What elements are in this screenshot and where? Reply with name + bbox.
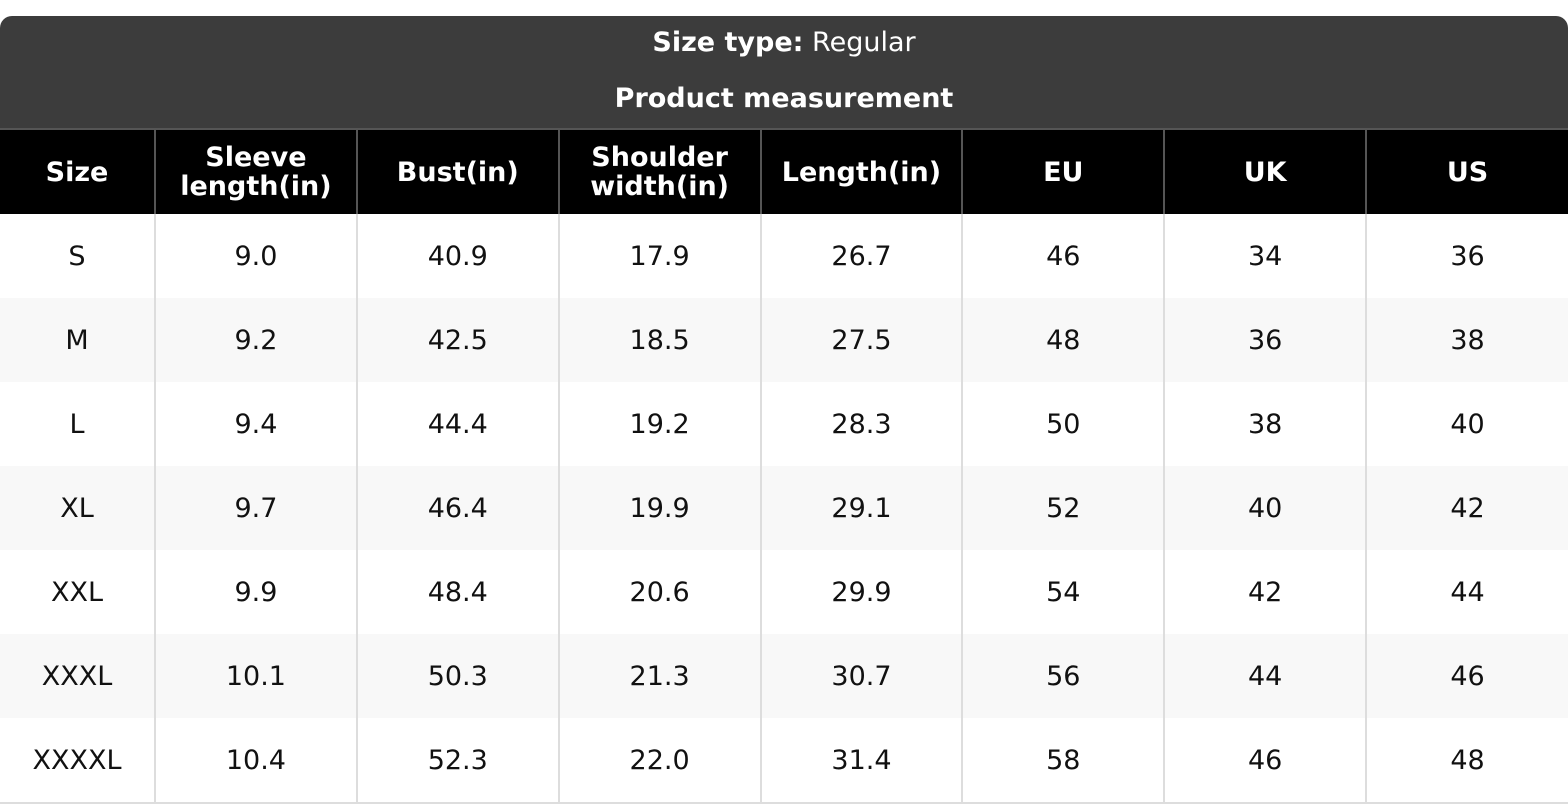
table-cell: 44 [1365, 550, 1568, 634]
table-cell: 30.7 [759, 634, 963, 718]
table-cell: 50.3 [355, 634, 559, 718]
table-cell: 17.9 [557, 214, 761, 298]
table-cell: 46 [961, 214, 1165, 298]
table-cell: 46 [1163, 718, 1367, 802]
table-cell: 31.4 [759, 718, 963, 802]
size-cell: XXXL [0, 634, 155, 718]
table-cell: 50 [961, 382, 1165, 466]
table-cell: 54 [961, 550, 1165, 634]
table-cell: 48 [1365, 718, 1568, 802]
table-row: XXL 9.9 48.4 20.6 29.9 54 42 44 [0, 550, 1568, 634]
size-cell: XXL [50, 576, 104, 608]
table-cell: 10.1 [154, 634, 357, 718]
table-cell: 40 [1365, 382, 1568, 466]
table-cell: 36 [1163, 298, 1367, 382]
size-type-value: Regular [812, 27, 916, 58]
table-cell: 38 [1365, 298, 1568, 382]
table-row: L 9.4 44.4 19.2 28.3 50 38 40 [0, 382, 1568, 466]
header: Size type: Regular Product measurement [0, 16, 1568, 130]
table-row: M 9.2 42.5 18.5 27.5 48 36 38 [0, 298, 1568, 382]
table-row: S 9.0 40.9 17.9 26.7 46 34 36 [0, 214, 1568, 298]
table-cell: 28.3 [759, 382, 963, 466]
column-header: Bust(in) [355, 130, 559, 214]
table-row: XXXXL 10.4 52.3 22.0 31.4 58 46 48 [0, 718, 1568, 802]
table-cell: 40.9 [355, 214, 559, 298]
table-row: XL 9.7 46.4 19.9 29.1 52 40 42 [0, 466, 1568, 550]
header-row: Size Sleeve length(in) Bust(in) Shoulder wi… [0, 130, 1568, 214]
table-cell: 22.0 [557, 718, 761, 802]
column-header: Shoulder width(in) [557, 130, 761, 214]
table-cell: 29.9 [759, 550, 963, 634]
table-cell: 58 [961, 718, 1165, 802]
table-cell: 36 [1365, 214, 1568, 298]
table-cell: 19.2 [557, 382, 761, 466]
table-cell: 56 [961, 634, 1165, 718]
table-cell: 20.6 [557, 550, 761, 634]
table-cell: 34 [1163, 214, 1367, 298]
table-cell: 42.5 [355, 298, 559, 382]
table-cell: 48 [961, 298, 1165, 382]
size-type-label: Size type: [652, 27, 804, 58]
table-cell: 27.5 [759, 298, 963, 382]
table-cell: 52.3 [355, 718, 559, 802]
table-cell: 29.1 [759, 466, 963, 550]
table-row: XXXL 10.1 50.3 21.3 30.7 56 44 46 [0, 634, 1568, 718]
size-cell: M [0, 298, 155, 382]
table-cell: 44.4 [355, 382, 559, 466]
table-cell: 42 [1365, 466, 1568, 550]
column-header: US [1365, 130, 1568, 214]
size-cell: XXXXL [32, 744, 122, 776]
table-cell: 46.4 [355, 466, 559, 550]
table-cell: 52 [961, 466, 1165, 550]
size-cell: S [68, 240, 86, 272]
size-type: Size type: Regular [0, 24, 1568, 62]
table-cell: 9.4 [154, 382, 357, 466]
table-cell: 21.3 [557, 634, 761, 718]
measurement-table: Size Sleeve length(in) Bust(in) Shoulder wi… [0, 130, 1568, 802]
table-cell: 10.4 [154, 718, 357, 802]
table-cell: 18.5 [557, 298, 761, 382]
table-cell: 9.2 [154, 298, 357, 382]
column-header: Size [0, 130, 155, 214]
size-chart: Size type: Regular Product measurement S… [0, 16, 1568, 804]
table-cell: 42 [1163, 550, 1367, 634]
size-cell: XL [0, 466, 155, 550]
table-cell: 9.9 [154, 550, 357, 634]
table-cell: 44 [1163, 634, 1367, 718]
size-cell: L [69, 408, 85, 440]
table-cell: 46 [1365, 634, 1568, 718]
table-cell: 9.0 [154, 214, 357, 298]
column-header: EU [961, 130, 1165, 214]
column-header: UK [1163, 130, 1367, 214]
table-cell: 40 [1163, 466, 1367, 550]
column-header: Length(in) [759, 130, 963, 214]
column-header: Sleeve length(in) [154, 130, 357, 214]
header-title: Product measurement [614, 83, 954, 114]
table-cell: 48.4 [355, 550, 559, 634]
table-cell: 26.7 [759, 214, 963, 298]
table-cell: 19.9 [557, 466, 761, 550]
table-cell: 38 [1163, 382, 1367, 466]
table-cell: 9.7 [154, 466, 357, 550]
